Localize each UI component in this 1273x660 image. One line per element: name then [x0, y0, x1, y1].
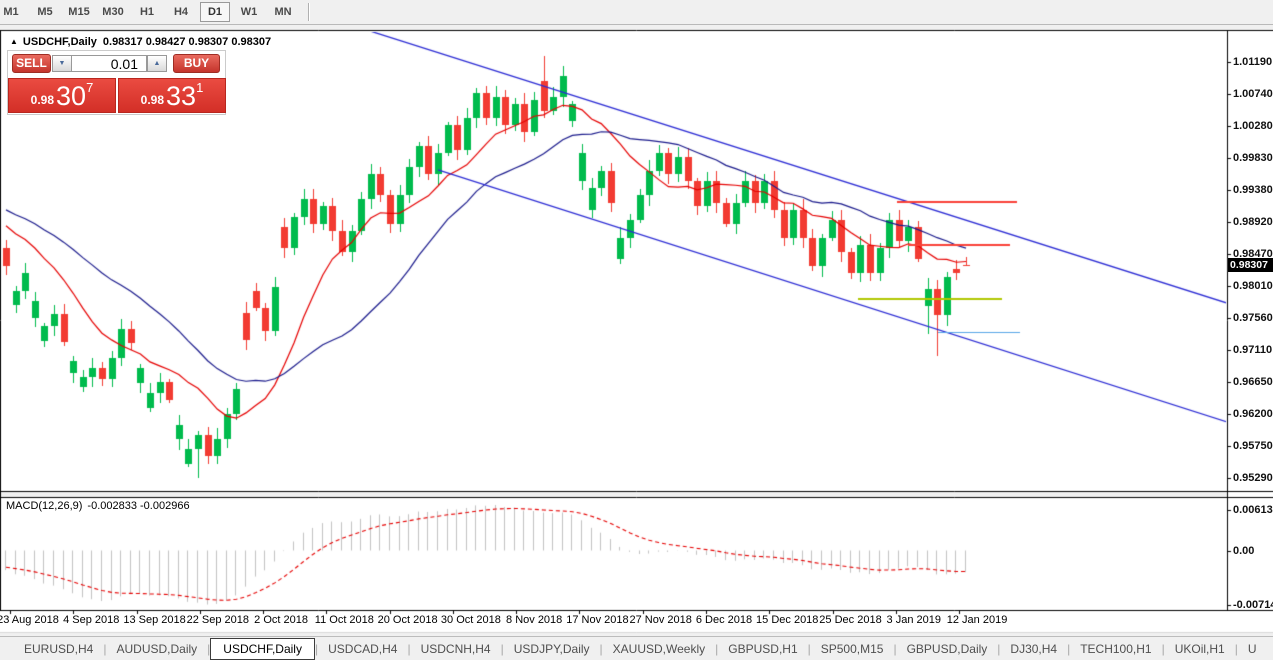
tab-separator: | [500, 641, 504, 656]
timeframe-toolbar: M1 M5 M15 M30 H1 H4 D1 W1 MN [0, 0, 1273, 25]
tab-separator: | [103, 641, 107, 656]
price-axis-label: 1.01190 [1233, 56, 1273, 69]
tab-ukoil-h1[interactable]: UKOil,H1 [1174, 641, 1225, 656]
tab-gbpusd-h1[interactable]: GBPUSD,H1 [728, 641, 798, 656]
tab-separator: | [407, 641, 411, 656]
tab-separator: | [207, 641, 211, 656]
macd-name: MACD(12,26,9) [6, 500, 83, 512]
date-axis-label: 4 Sep 2018 [63, 614, 120, 626]
macd-axis-label: -0.007142 [1233, 599, 1273, 612]
price-axis-label: 0.96200 [1233, 407, 1273, 420]
date-axis-label: 22 Sep 2018 [186, 614, 249, 626]
sell-button[interactable]: SELL [12, 54, 51, 73]
timeframe-button-m30[interactable]: M30 [102, 6, 124, 18]
volume-input[interactable] [71, 55, 147, 72]
buy-button[interactable]: BUY [173, 54, 220, 73]
price-axis-label: 0.98920 [1233, 216, 1273, 229]
macd-axis-label: 0.006137 [1233, 503, 1273, 516]
timeframe-button-m15[interactable]: M15 [68, 6, 90, 18]
volume-increase-button[interactable]: ▲ [147, 55, 167, 72]
one-click-trade-panel: SELL ▼ ▲ BUY 0.98 30 7 0.98 33 1 [7, 50, 226, 115]
tab-audusd-daily[interactable]: AUDUSD,Daily [116, 641, 198, 656]
tab-u[interactable]: U [1247, 641, 1257, 656]
buy-price-prefix: 0.98 [140, 92, 165, 107]
tab-usdchf-daily[interactable]: USDCHF,Daily [210, 637, 315, 660]
price-axis-label: 0.99380 [1233, 183, 1273, 196]
macd-values: -0.002833 -0.002966 [87, 500, 190, 512]
tab-separator: | [314, 641, 319, 656]
date-axis-label: 17 Nov 2018 [566, 614, 629, 626]
date-axis-label: 30 Oct 2018 [440, 614, 501, 626]
tab-dj30-h4[interactable]: DJ30,H4 [1010, 641, 1058, 656]
panel-expander-icon[interactable]: ▲ [10, 37, 18, 46]
date-axis-label: 23 Aug 2018 [0, 614, 59, 626]
date-axis-label: 2 Oct 2018 [254, 614, 308, 626]
chevron-up-icon: ▲ [153, 60, 161, 67]
tab-separator: | [1161, 641, 1165, 656]
price-axis-label: 0.95750 [1233, 439, 1273, 452]
ohlc-values: 0.98317 0.98427 0.98307 0.98307 [102, 36, 272, 48]
date-axis-label: 12 Jan 2019 [946, 614, 1008, 626]
sell-price-main: 30 [56, 80, 87, 111]
buy-price-main: 33 [166, 80, 197, 111]
tab-usdjpy-daily[interactable]: USDJPY,Daily [513, 641, 590, 656]
price-axis-label: 0.99830 [1233, 152, 1273, 165]
tab-separator: | [893, 641, 897, 656]
symbol-title: USDCHF,Daily [22, 36, 97, 48]
date-axis-label: 27 Nov 2018 [629, 614, 692, 626]
date-axis-label: 13 Sep 2018 [123, 614, 186, 626]
date-axis-label: 8 Nov 2018 [506, 614, 563, 626]
timeframe-button-m5[interactable]: M5 [37, 6, 53, 18]
price-axis-label: 0.96650 [1233, 376, 1273, 389]
timeframe-button-h4[interactable]: H4 [173, 6, 189, 18]
price-axis-label: 0.97110 [1233, 343, 1273, 356]
tab-gbpusd-daily[interactable]: GBPUSD,Daily [906, 641, 988, 656]
chart-tab-bar: EURUSD,H4 | AUDUSD,Daily | USDCHF,Daily | USDC… [0, 636, 1273, 660]
tab-usdcnh-h4[interactable]: USDCNH,H4 [420, 641, 491, 656]
tab-separator: | [807, 641, 811, 656]
date-axis-label: 15 Dec 2018 [756, 614, 819, 626]
chevron-down-icon: ▼ [58, 60, 66, 67]
symbol-ohlc-header: ▲ USDCHF,Daily 0.98317 0.98427 0.98307 0.9… [10, 36, 271, 48]
date-axis-label: 3 Jan 2019 [886, 614, 941, 626]
date-axis-label: 25 Dec 2018 [819, 614, 882, 626]
tab-eurusd-h4[interactable]: EURUSD,H4 [24, 641, 94, 656]
timeframe-button-m1[interactable]: M1 [3, 6, 19, 18]
tab-usdcad-h4[interactable]: USDCAD,H4 [328, 641, 398, 656]
tab-separator: | [997, 641, 1001, 656]
tab-separator: | [599, 641, 603, 656]
tab-xauusd-weekly[interactable]: XAUUSD,Weekly [612, 641, 706, 656]
buy-price-tile[interactable]: 0.98 33 1 [118, 78, 226, 113]
price-axis-label: 0.95290 [1233, 472, 1273, 485]
price-axis-label: 0.98470 [1233, 247, 1273, 260]
tab-separator: | [715, 641, 719, 656]
tab-separator: | [1067, 641, 1071, 656]
date-axis-label: 11 Oct 2018 [314, 614, 374, 626]
tab-tech100-h1[interactable]: TECH100,H1 [1080, 641, 1152, 656]
price-axis-label: 0.97560 [1233, 312, 1273, 325]
macd-indicator-label: MACD(12,26,9) -0.002833 -0.002966 [6, 500, 190, 512]
timeframe-button-w1[interactable]: W1 [240, 6, 258, 18]
volume-decrease-button[interactable]: ▼ [52, 55, 72, 72]
date-axis-label: 20 Oct 2018 [377, 614, 438, 626]
macd-axis-label: 0.00 [1233, 545, 1255, 557]
price-axis-label: 1.00740 [1233, 88, 1273, 100]
price-axis-label: 1.00280 [1233, 120, 1273, 133]
tab-sp500-m15[interactable]: SP500,M15 [820, 641, 884, 656]
toolbar-separator [308, 3, 310, 21]
price-axis-label: 0.98010 [1233, 280, 1273, 293]
buy-price-pip: 1 [196, 80, 204, 95]
sell-price-pip: 7 [86, 80, 94, 95]
current-price-marker: 0.98307 [1228, 258, 1273, 273]
timeframe-button-d1[interactable]: D1 [200, 2, 230, 22]
sell-price-tile[interactable]: 0.98 30 7 [8, 78, 116, 113]
tab-separator: | [1234, 641, 1238, 656]
date-axis-label: 6 Dec 2018 [695, 614, 753, 626]
sell-price-prefix: 0.98 [30, 92, 55, 107]
timeframe-button-h1[interactable]: H1 [139, 6, 155, 18]
timeframe-button-mn[interactable]: MN [274, 6, 292, 18]
